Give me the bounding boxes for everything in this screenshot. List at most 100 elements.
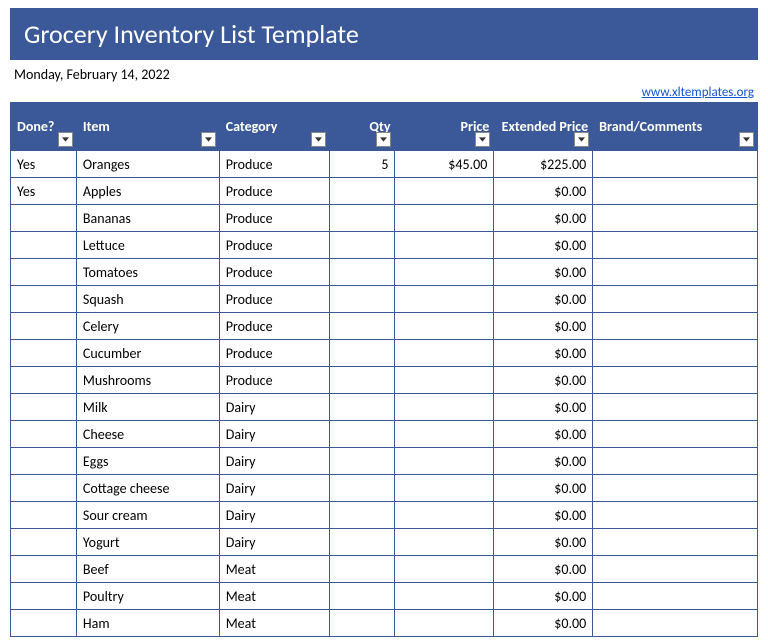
cell-qty[interactable] [329, 502, 395, 529]
cell-price[interactable]: $45.00 [395, 151, 494, 178]
cell-category[interactable]: Produce [219, 313, 329, 340]
cell-category[interactable]: Meat [219, 583, 329, 610]
cell-qty[interactable] [329, 610, 395, 637]
cell-item[interactable]: Cucumber [76, 340, 219, 367]
cell-ext[interactable]: $0.00 [494, 475, 593, 502]
cell-done[interactable] [11, 286, 77, 313]
cell-item[interactable]: Squash [76, 286, 219, 313]
cell-ext[interactable]: $0.00 [494, 610, 593, 637]
cell-qty[interactable]: 5 [329, 151, 395, 178]
cell-qty[interactable] [329, 232, 395, 259]
cell-brand[interactable] [593, 556, 758, 583]
cell-brand[interactable] [593, 394, 758, 421]
cell-done[interactable] [11, 529, 77, 556]
cell-price[interactable] [395, 367, 494, 394]
cell-ext[interactable]: $0.00 [494, 205, 593, 232]
source-link[interactable]: www.xltemplates.org [642, 85, 754, 100]
cell-brand[interactable] [593, 151, 758, 178]
filter-dropdown-icon[interactable] [475, 132, 490, 147]
cell-item[interactable]: Lettuce [76, 232, 219, 259]
cell-qty[interactable] [329, 178, 395, 205]
cell-brand[interactable] [593, 475, 758, 502]
cell-brand[interactable] [593, 259, 758, 286]
filter-dropdown-icon[interactable] [739, 132, 754, 147]
cell-qty[interactable] [329, 421, 395, 448]
cell-done[interactable] [11, 583, 77, 610]
cell-price[interactable] [395, 286, 494, 313]
cell-ext[interactable]: $0.00 [494, 367, 593, 394]
cell-category[interactable]: Dairy [219, 448, 329, 475]
cell-price[interactable] [395, 340, 494, 367]
cell-done[interactable] [11, 340, 77, 367]
cell-brand[interactable] [593, 448, 758, 475]
cell-qty[interactable] [329, 313, 395, 340]
cell-ext[interactable]: $0.00 [494, 529, 593, 556]
cell-category[interactable]: Meat [219, 610, 329, 637]
cell-item[interactable]: Cottage cheese [76, 475, 219, 502]
cell-done[interactable] [11, 421, 77, 448]
cell-done[interactable] [11, 232, 77, 259]
cell-item[interactable]: Ham [76, 610, 219, 637]
cell-item[interactable]: Poultry [76, 583, 219, 610]
cell-ext[interactable]: $0.00 [494, 259, 593, 286]
cell-item[interactable]: Oranges [76, 151, 219, 178]
cell-qty[interactable] [329, 529, 395, 556]
cell-category[interactable]: Dairy [219, 394, 329, 421]
cell-brand[interactable] [593, 421, 758, 448]
cell-item[interactable]: Beef [76, 556, 219, 583]
cell-brand[interactable] [593, 178, 758, 205]
cell-category[interactable]: Produce [219, 178, 329, 205]
cell-done[interactable] [11, 556, 77, 583]
cell-ext[interactable]: $0.00 [494, 340, 593, 367]
cell-category[interactable]: Produce [219, 151, 329, 178]
cell-category[interactable]: Produce [219, 286, 329, 313]
cell-ext[interactable]: $225.00 [494, 151, 593, 178]
cell-brand[interactable] [593, 583, 758, 610]
cell-qty[interactable] [329, 205, 395, 232]
cell-done[interactable]: Yes [11, 151, 77, 178]
cell-brand[interactable] [593, 232, 758, 259]
cell-qty[interactable] [329, 367, 395, 394]
cell-brand[interactable] [593, 367, 758, 394]
cell-ext[interactable]: $0.00 [494, 448, 593, 475]
cell-item[interactable]: Tomatoes [76, 259, 219, 286]
cell-ext[interactable]: $0.00 [494, 394, 593, 421]
filter-dropdown-icon[interactable] [311, 132, 326, 147]
filter-dropdown-icon[interactable] [376, 132, 391, 147]
cell-qty[interactable] [329, 475, 395, 502]
cell-item[interactable]: Celery [76, 313, 219, 340]
cell-category[interactable]: Dairy [219, 421, 329, 448]
cell-ext[interactable]: $0.00 [494, 286, 593, 313]
cell-qty[interactable] [329, 556, 395, 583]
cell-price[interactable] [395, 421, 494, 448]
cell-category[interactable]: Meat [219, 556, 329, 583]
cell-ext[interactable]: $0.00 [494, 556, 593, 583]
cell-ext[interactable]: $0.00 [494, 502, 593, 529]
cell-price[interactable] [395, 529, 494, 556]
cell-category[interactable]: Dairy [219, 502, 329, 529]
cell-item[interactable]: Apples [76, 178, 219, 205]
cell-price[interactable] [395, 448, 494, 475]
cell-done[interactable] [11, 259, 77, 286]
cell-done[interactable] [11, 502, 77, 529]
cell-price[interactable] [395, 205, 494, 232]
cell-qty[interactable] [329, 286, 395, 313]
filter-dropdown-icon[interactable] [574, 132, 589, 147]
cell-category[interactable]: Dairy [219, 529, 329, 556]
cell-ext[interactable]: $0.00 [494, 421, 593, 448]
cell-qty[interactable] [329, 259, 395, 286]
cell-price[interactable] [395, 232, 494, 259]
cell-item[interactable]: Cheese [76, 421, 219, 448]
cell-category[interactable]: Produce [219, 205, 329, 232]
cell-done[interactable] [11, 313, 77, 340]
cell-done[interactable] [11, 205, 77, 232]
cell-done[interactable] [11, 448, 77, 475]
cell-qty[interactable] [329, 583, 395, 610]
cell-done[interactable] [11, 610, 77, 637]
cell-done[interactable] [11, 367, 77, 394]
cell-price[interactable] [395, 259, 494, 286]
cell-price[interactable] [395, 502, 494, 529]
cell-brand[interactable] [593, 340, 758, 367]
cell-ext[interactable]: $0.00 [494, 178, 593, 205]
cell-ext[interactable]: $0.00 [494, 232, 593, 259]
